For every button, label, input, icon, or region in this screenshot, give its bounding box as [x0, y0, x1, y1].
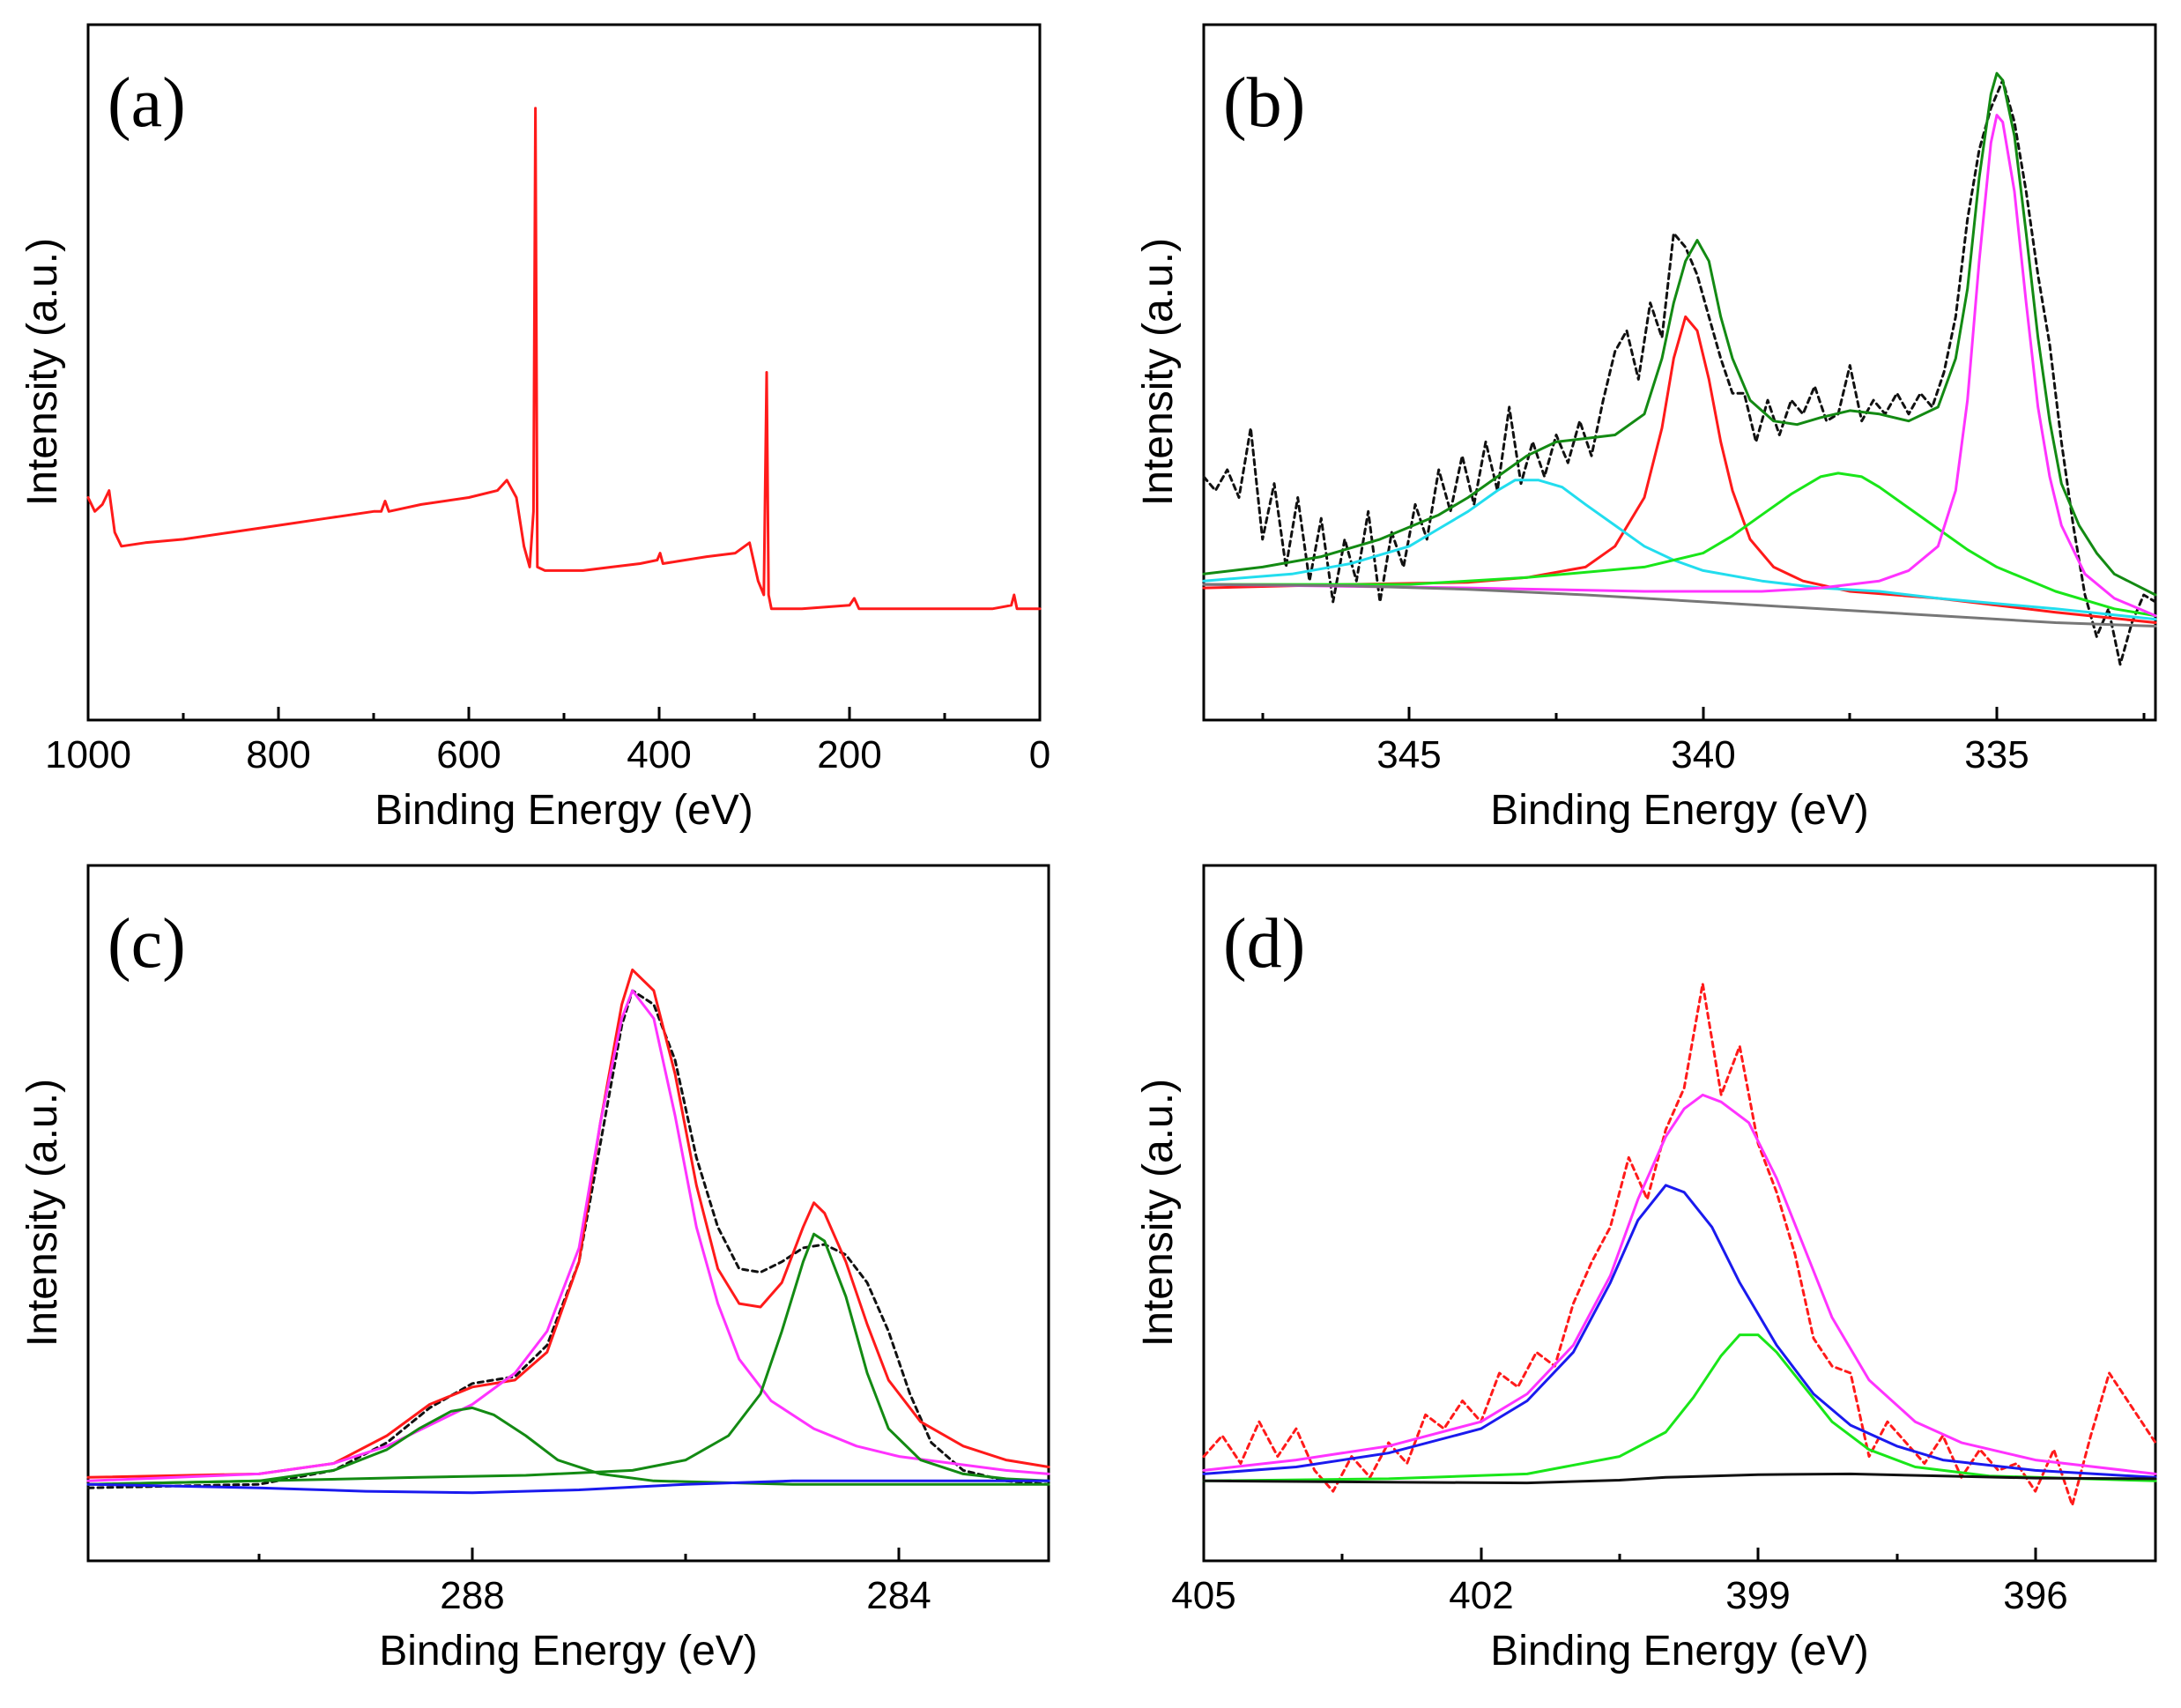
series-group	[1202, 982, 2157, 1507]
panel-label: (b)	[1223, 64, 1305, 142]
panel-label: (c)	[108, 905, 186, 983]
x-tick-label: 284	[866, 1574, 931, 1617]
x-tick-label: 600	[436, 733, 501, 776]
x-tick-label: 200	[817, 733, 881, 776]
x-tick-label: 335	[1964, 733, 2029, 776]
x-tick-label: 800	[246, 733, 310, 776]
y-axis-title: Intensity (a.u.)	[1135, 1079, 1182, 1347]
x-tick-label: 396	[2003, 1574, 2067, 1617]
y-axis-title: Intensity (a.u.)	[19, 238, 66, 506]
y-axis-title: Intensity (a.u.)	[1135, 238, 1182, 506]
x-tick-label: 405	[1171, 1574, 1235, 1617]
series-peak-341-5	[1202, 315, 2157, 624]
x-ticks	[1407, 707, 1999, 720]
x-ticks	[86, 707, 1042, 720]
x-tick-label: 340	[1671, 733, 1735, 776]
series-envelope	[1202, 71, 2157, 597]
panel-label: (a)	[108, 64, 186, 142]
panel-b: 345 340 335 Binding Energy (eV) Intensit…	[1135, 23, 2157, 834]
plot-frame	[86, 864, 1050, 1563]
x-minor-ticks	[257, 1554, 687, 1561]
x-tick-label: 1000	[45, 733, 131, 776]
plot-frame	[1202, 864, 2157, 1563]
x-tick-labels: 1000 800 600 400 200 0	[45, 733, 1050, 776]
x-tick-labels: 405 402 399 396	[1171, 1574, 2067, 1617]
series-background	[86, 1479, 1050, 1495]
series-survey	[86, 107, 1042, 611]
series-background	[1202, 1472, 2157, 1485]
x-axis-title: Binding Energy (eV)	[375, 787, 753, 834]
y-axis-title: Intensity (a.u.)	[19, 1079, 66, 1347]
series-raw-data	[1202, 982, 2157, 1507]
x-minor-ticks	[182, 713, 946, 720]
series-raw-data	[86, 989, 1050, 1489]
x-axis-title: Binding Energy (eV)	[1490, 787, 1869, 834]
x-tick-label: 402	[1449, 1574, 1513, 1617]
series-group	[1202, 71, 2157, 666]
series-group	[86, 968, 1050, 1495]
x-tick-label: 400	[627, 733, 691, 776]
series-envelope	[86, 968, 1050, 1479]
plot-frame	[86, 23, 1042, 722]
series-raw-data	[1202, 78, 2157, 666]
series-peak-343	[1202, 479, 2157, 621]
x-ticks	[1202, 1548, 2037, 1561]
series-peak-284-8	[86, 1232, 1050, 1486]
series-peak-286-6	[86, 989, 1050, 1482]
panel-d: 405 402 399 396 Binding Energy (eV) Inte…	[1135, 864, 2157, 1675]
series-peak-335	[1202, 114, 2157, 618]
x-axis-title: Binding Energy (eV)	[1490, 1628, 1869, 1675]
x-minor-ticks	[1340, 1554, 1899, 1561]
x-ticks	[471, 1548, 901, 1561]
x-tick-labels: 345 340 335	[1376, 733, 2029, 776]
series-peak-288	[86, 1406, 1050, 1486]
x-tick-label: 288	[440, 1574, 504, 1617]
series-group	[86, 107, 1042, 611]
x-minor-ticks	[1261, 713, 2146, 720]
x-axis-title: Binding Energy (eV)	[379, 1628, 758, 1675]
panel-c: 288 284 Binding Energy (eV) Intensity (a…	[19, 864, 1050, 1675]
x-tick-label: 0	[1029, 733, 1050, 776]
panel-a: 1000 800 600 400 200 0 Binding Energy (e…	[19, 23, 1050, 834]
x-tick-labels: 288 284	[440, 1574, 931, 1617]
series-peak-338	[1202, 472, 2157, 618]
series-envelope	[1202, 1093, 2157, 1475]
panel-label: (d)	[1223, 905, 1305, 983]
x-tick-label: 399	[1725, 1574, 1790, 1617]
series-peak-399-2	[1202, 1333, 2157, 1482]
plot-frame	[1202, 23, 2157, 722]
series-peak-400-3	[1202, 1184, 2157, 1479]
x-tick-label: 345	[1376, 733, 1441, 776]
series-background	[1202, 583, 2157, 628]
